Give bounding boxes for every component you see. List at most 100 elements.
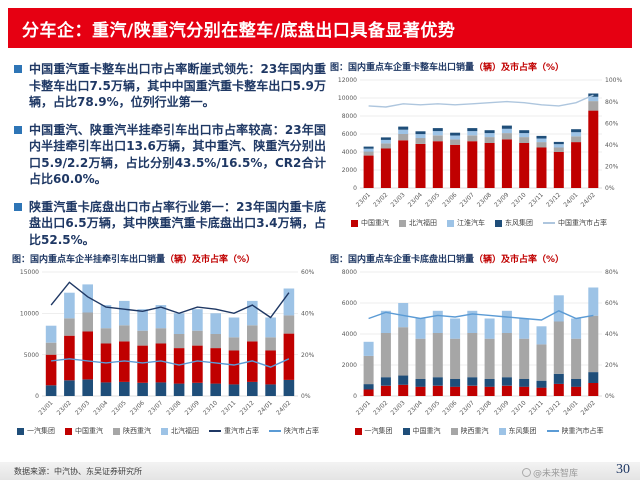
chart-title: 图：国内重点车企重卡底盘出口销量（辆）及市占率（%） <box>330 252 628 265</box>
svg-text:23/02: 23/02 <box>56 399 73 416</box>
bullet-body: 23年国内半挂牵引车出口13.6万辆，其中重汽、陕重汽分别出口5.9/2.2万辆… <box>29 122 326 187</box>
svg-text:23/05: 23/05 <box>424 191 441 208</box>
svg-text:23/06: 23/06 <box>129 399 146 416</box>
bullet-body: 23年国内重卡底盘出口6.5万辆，其中陕重汽重卡底盘出口3.4万辆，占比52.5… <box>29 199 326 247</box>
svg-text:23/08: 23/08 <box>165 399 182 416</box>
svg-text:15000: 15000 <box>20 269 39 276</box>
page-number: 30 <box>616 462 630 477</box>
watermark-seal-icon <box>521 468 531 477</box>
bullet-text: 陕重汽重卡底盘出口市占率行业第一：23年国内重卡底盘出口6.5万辆，其中陕重汽重… <box>29 199 326 249</box>
bullet-text: 中国重汽重卡整车出口市占率断崖式领先：23年国内重卡整车出口7.5万辆，其中中国… <box>29 61 326 111</box>
svg-text:23/11: 23/11 <box>528 399 545 416</box>
legend-item: 陕重汽市占率 <box>546 426 604 436</box>
bullet-square-icon <box>14 125 22 134</box>
svg-text:12000: 12000 <box>338 77 357 84</box>
svg-text:23/06: 23/06 <box>441 399 458 416</box>
svg-text:0%: 0% <box>605 393 615 400</box>
svg-text:8000: 8000 <box>342 269 357 276</box>
svg-text:23/12: 23/12 <box>545 399 562 416</box>
chart-title: 图：国内重点车企重卡整车出口销量（辆）及市占率（%） <box>330 60 628 73</box>
slide-title-bar: 分车企：重汽/陕重汽分别在整车/底盘出口具备显著优势 <box>8 8 632 48</box>
svg-text:2000: 2000 <box>342 167 357 174</box>
svg-text:20%: 20% <box>605 164 619 171</box>
svg-text:6000: 6000 <box>342 131 357 138</box>
svg-text:20%: 20% <box>301 352 315 359</box>
legend-item: 中国重汽 <box>351 218 389 228</box>
chassis-export-chart-card: 图：国内重点车企重卡底盘出口销量（辆）及市占率（%） 0 2000 4000 6000… <box>330 252 628 436</box>
chart-title: 图：国内重点车企半挂牵引车出口销量（辆）及市占率（%） <box>12 252 324 265</box>
chart-title-text: 图：国内重点车企重卡整车出口销量 <box>330 63 475 73</box>
svg-text:0: 0 <box>353 393 357 400</box>
legend-item: 中国重汽市占率 <box>543 218 607 228</box>
svg-text:23/06: 23/06 <box>441 191 458 208</box>
svg-text:2000: 2000 <box>342 362 357 369</box>
svg-text:23/02: 23/02 <box>372 191 389 208</box>
svg-text:23/12: 23/12 <box>545 191 562 208</box>
legend-bar-swatch <box>161 427 168 435</box>
svg-text:40%: 40% <box>301 311 315 318</box>
legend-bar-swatch <box>402 427 410 435</box>
bullet-square-icon <box>14 65 22 73</box>
legend-line-swatch <box>269 430 281 432</box>
legend-item: 东风集团 <box>495 218 533 228</box>
bullet-heading: 陕重汽重卡底盘出口市占率行业第一： <box>29 199 237 214</box>
bullet-square-icon <box>14 202 22 211</box>
legend-line-swatch <box>543 222 555 224</box>
svg-text:23/01: 23/01 <box>355 191 372 208</box>
watermark: @未来智库 <box>521 466 578 479</box>
chart-title-unit: （辆）及市占率（%） <box>474 63 565 73</box>
svg-text:10000: 10000 <box>20 311 39 318</box>
svg-text:80%: 80% <box>605 269 619 276</box>
legend-bar-swatch <box>399 219 406 227</box>
legend-line-swatch <box>546 430 559 432</box>
chart-title-unit: （辆）及市占率（%） <box>165 255 256 265</box>
legend-line-swatch <box>209 430 221 432</box>
legend-bar-swatch <box>17 427 24 435</box>
svg-text:60%: 60% <box>605 300 619 307</box>
svg-text:60%: 60% <box>301 269 315 276</box>
svg-text:24/01: 24/01 <box>562 191 579 208</box>
watermark-text: @未来智库 <box>532 469 578 479</box>
svg-text:23/10: 23/10 <box>510 399 527 416</box>
svg-text:10000: 10000 <box>338 95 357 102</box>
legend-item: 重汽市占率 <box>209 426 259 436</box>
svg-text:4000: 4000 <box>342 331 357 338</box>
legend-bar-swatch <box>495 219 502 227</box>
svg-text:5000: 5000 <box>24 352 39 359</box>
svg-text:0%: 0% <box>301 393 311 400</box>
chart-legend: 一汽集团 中国重汽 陕西重汽 北汽福田 重汽市占率 陕汽市占率 <box>12 426 324 436</box>
legend-item: 陕汽市占率 <box>269 426 319 436</box>
svg-text:60%: 60% <box>605 120 619 127</box>
svg-text:23/01: 23/01 <box>37 399 54 416</box>
svg-text:23/04: 23/04 <box>92 399 109 416</box>
footer-bar: 数据来源：中汽协、东吴证券研究所 @未来智库 30 <box>0 462 640 480</box>
legend-bar-swatch <box>447 219 454 227</box>
svg-text:23/10: 23/10 <box>202 399 219 416</box>
bullet-heading: 中国重汽重卡整车出口市占率断崖式领先： <box>29 62 261 76</box>
list-item: 陕重汽重卡底盘出口市占率行业第一：23年国内重卡底盘出口6.5万辆，其中陕重汽重… <box>14 199 326 249</box>
bullet-list: 中国重汽重卡整车出口市占率断崖式领先：23年国内重卡整车出口7.5万辆，其中中国… <box>14 61 326 248</box>
svg-text:4000: 4000 <box>342 149 357 156</box>
legend-item: 东风集团 <box>498 426 537 436</box>
svg-text:23/09: 23/09 <box>493 399 510 416</box>
svg-text:23/09: 23/09 <box>184 399 201 416</box>
page-title: 分车企：重汽/陕重汽分别在整车/底盘出口具备显著优势 <box>22 20 456 41</box>
tractor-export-chart-card: 图：国内重点车企半挂牵引车出口销量（辆）及市占率（%） 0 5000 10000 15… <box>12 252 324 436</box>
svg-text:23/09: 23/09 <box>493 191 510 208</box>
svg-text:23/07: 23/07 <box>147 399 164 416</box>
legend-bar-swatch <box>351 219 358 227</box>
svg-text:24/02: 24/02 <box>580 399 597 416</box>
svg-text:23/05: 23/05 <box>111 399 128 416</box>
chart-title-text: 图：国内重点车企半挂牵引车出口销量 <box>12 255 166 265</box>
svg-text:23/07: 23/07 <box>459 191 476 208</box>
svg-text:24/02: 24/02 <box>580 191 597 208</box>
svg-text:23/04: 23/04 <box>407 191 424 208</box>
svg-text:24/02: 24/02 <box>275 399 292 416</box>
chart-legend: 一汽集团 中国重汽 陕西重汽 东风集团 陕重汽市占率 <box>330 426 628 436</box>
legend-bar-swatch <box>113 427 120 435</box>
svg-text:24/01: 24/01 <box>562 399 579 416</box>
legend-item: 陕西重汽 <box>450 426 489 436</box>
chart-legend: 中国重汽 北汽福田 江淮汽车 东风集团 中国重汽市占率 <box>330 218 628 228</box>
legend-bar-swatch <box>65 427 72 435</box>
